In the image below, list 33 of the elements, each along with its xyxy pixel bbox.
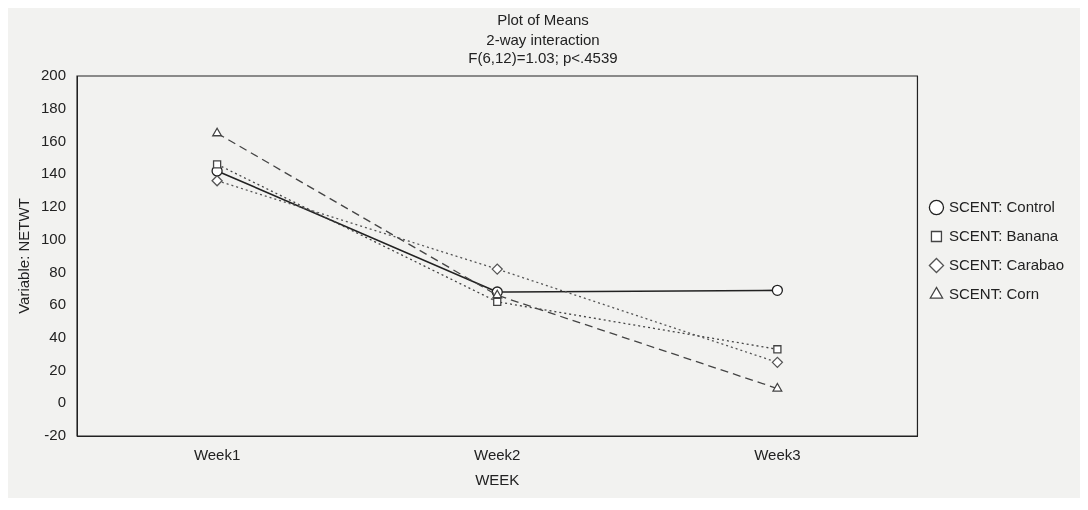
y-tick-label: -20 xyxy=(44,426,67,444)
point xyxy=(493,297,502,306)
y-tick-label: 120 xyxy=(41,197,67,215)
y-axis-title: Variable: NETWT xyxy=(15,198,33,314)
y-tick-label: 0 xyxy=(57,393,67,411)
legend-label: SCENT: Control xyxy=(948,197,1055,215)
y-tick-label: 180 xyxy=(41,98,67,116)
y-tick-label: 140 xyxy=(41,164,67,182)
x-tick-label: Week2 xyxy=(474,446,521,464)
chart-subtitle: 2-way interaction xyxy=(486,31,600,49)
point xyxy=(772,382,783,392)
chart-title: Plot of Means xyxy=(497,11,589,29)
point xyxy=(771,284,784,297)
point xyxy=(211,175,223,187)
point xyxy=(212,127,223,137)
legend-label: SCENT: Corn xyxy=(948,284,1039,302)
x-tick-label: Week1 xyxy=(193,446,241,464)
y-tick-label: 200 xyxy=(41,66,67,84)
point xyxy=(771,356,784,369)
y-tick-label: 80 xyxy=(49,262,67,280)
y-tick-label: 160 xyxy=(41,131,67,149)
y-tick-label: 20 xyxy=(49,360,67,378)
y-tick-label: 60 xyxy=(49,295,67,313)
legend-label: SCENT: Banana xyxy=(948,226,1059,244)
x-tick-label: Week3 xyxy=(754,446,801,464)
y-tick-label: 40 xyxy=(49,327,67,345)
point xyxy=(491,263,503,275)
legend-label: SCENT: Carabao xyxy=(948,255,1065,273)
y-tick-label: 100 xyxy=(41,229,67,247)
point xyxy=(212,160,222,169)
text: F(6,12)=1.03; p<.4539 xyxy=(468,49,618,67)
x-axis-title: WEEK xyxy=(475,471,520,489)
point xyxy=(773,345,782,354)
